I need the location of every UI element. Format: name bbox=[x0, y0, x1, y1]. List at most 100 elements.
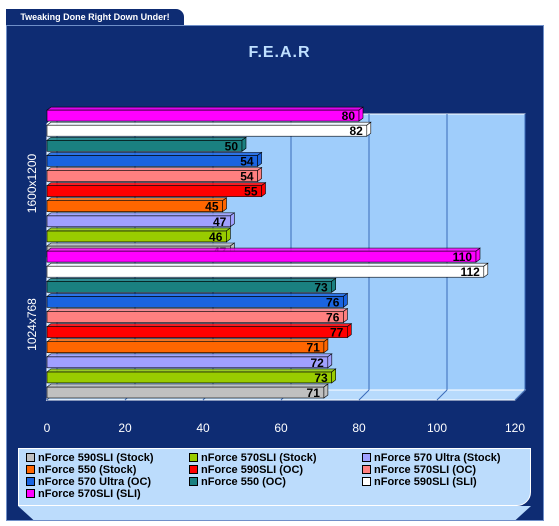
bar: 76 bbox=[46, 292, 349, 309]
bar-value-label: 80 bbox=[342, 109, 356, 123]
bar-value-label: 76 bbox=[326, 311, 340, 325]
bar-value-label: 54 bbox=[240, 154, 254, 168]
bar-face bbox=[46, 341, 325, 354]
bar-value-label: 47 bbox=[213, 215, 227, 229]
legend: nForce 590SLI (Stock) nForce 570SLI (Stoc… bbox=[18, 448, 531, 506]
bar-value-label: 73 bbox=[314, 280, 328, 294]
bar-top bbox=[46, 182, 267, 186]
legend-label: nForce 570SLI (SLI) bbox=[38, 488, 141, 500]
bar-end bbox=[230, 212, 235, 228]
bar-face bbox=[46, 280, 333, 293]
bar-end bbox=[226, 227, 231, 243]
bar: 110 bbox=[46, 247, 481, 264]
legend-item: nForce 590SLI (Stock) bbox=[26, 452, 154, 464]
x-tick-label: 40 bbox=[196, 421, 210, 435]
bar-face bbox=[46, 250, 477, 263]
legend-item: nForce 550 (OC) bbox=[189, 476, 286, 488]
bar-face bbox=[46, 155, 258, 167]
gridline bbox=[436, 389, 448, 401]
x-tick-label: 0 bbox=[44, 421, 51, 435]
bar-value-label: 112 bbox=[460, 265, 480, 279]
bar: 80 bbox=[46, 106, 364, 123]
bar: 46 bbox=[46, 227, 232, 244]
bar: 71 bbox=[46, 383, 329, 400]
legend-item: nForce 570SLI (Stock) bbox=[189, 452, 317, 464]
legend-swatch bbox=[26, 476, 35, 486]
legend-item: nForce 570SLI (OC) bbox=[362, 464, 476, 476]
legend-label: nForce 590SLI (SLI) bbox=[374, 476, 477, 488]
x-tick-label: 120 bbox=[505, 421, 525, 435]
x-tick-label: 60 bbox=[274, 421, 288, 435]
gridline bbox=[514, 389, 526, 401]
bar-top bbox=[46, 323, 353, 327]
bar-end bbox=[483, 262, 489, 278]
x-tick-label: 80 bbox=[352, 421, 366, 435]
bar-top bbox=[46, 106, 364, 111]
x-tick-labels: 0 20 40 60 80 100 120 bbox=[44, 421, 526, 435]
chart-title: F.E.A.R bbox=[248, 44, 311, 61]
bar-top bbox=[46, 137, 247, 141]
bar-value-label: 72 bbox=[310, 356, 324, 370]
legend-label: nForce 550 (OC) bbox=[201, 476, 286, 488]
bar-face bbox=[46, 185, 262, 197]
bar-end bbox=[323, 338, 329, 354]
bar-value-label: 73 bbox=[314, 371, 328, 385]
bar: 72 bbox=[46, 353, 333, 370]
bar-value-label: 46 bbox=[209, 230, 223, 244]
legend-label: nForce 550 (Stock) bbox=[38, 464, 137, 476]
x-tick-label: 100 bbox=[427, 421, 447, 435]
bar: 55 bbox=[46, 182, 267, 199]
bar-top bbox=[46, 353, 333, 358]
legend-base-decoration bbox=[18, 506, 531, 520]
bars: 4746474555545450828071737271777676731121… bbox=[46, 106, 489, 400]
bar-top bbox=[46, 227, 232, 232]
bar-face bbox=[46, 371, 333, 384]
legend-label: nForce 570 Ultra (OC) bbox=[38, 476, 152, 488]
bar-top bbox=[46, 121, 372, 126]
x-tick-label: 20 bbox=[118, 421, 132, 435]
bar: 73 bbox=[46, 277, 337, 294]
bar-value-label: 76 bbox=[326, 295, 340, 309]
bar: 50 bbox=[46, 136, 247, 153]
legend-label: nForce 570 Ultra (Stock) bbox=[374, 452, 501, 464]
legend-swatch bbox=[362, 464, 371, 474]
bar-end bbox=[257, 166, 262, 183]
bar-top bbox=[46, 197, 228, 201]
bar-value-label: 110 bbox=[453, 250, 473, 264]
legend-item: nForce 590SLI (OC) bbox=[189, 464, 303, 476]
bar-end bbox=[222, 197, 227, 213]
category-label: 1600x1200 bbox=[25, 153, 39, 213]
legend-label: nForce 590SLI (Stock) bbox=[38, 452, 154, 464]
bar: 112 bbox=[46, 262, 489, 279]
bar-end bbox=[331, 368, 337, 384]
bar-end bbox=[343, 307, 348, 324]
bar-top bbox=[46, 277, 337, 282]
legend-label: nForce 590SLI (OC) bbox=[201, 464, 304, 476]
bar-face bbox=[46, 311, 344, 323]
legend-swatch bbox=[26, 464, 35, 474]
bar: 82 bbox=[46, 121, 372, 138]
bar-value-label: 55 bbox=[244, 185, 258, 199]
bar-face bbox=[46, 356, 329, 369]
bar-end bbox=[261, 182, 266, 198]
bar-end bbox=[343, 292, 348, 308]
bar: 76 bbox=[46, 307, 349, 325]
bar-face bbox=[46, 265, 485, 278]
bar-value-label: 50 bbox=[225, 139, 239, 153]
bar-face bbox=[46, 326, 348, 338]
legend-item: nForce 570 Ultra (OC) bbox=[26, 476, 151, 488]
legend-swatch bbox=[189, 452, 198, 462]
bar-face bbox=[46, 124, 368, 137]
bar-value-label: 71 bbox=[307, 341, 321, 355]
bar-face bbox=[46, 230, 227, 243]
legend-item: nForce 570SLI (SLI) bbox=[26, 488, 141, 500]
bar: 47 bbox=[46, 212, 236, 229]
bar-top bbox=[46, 242, 236, 247]
legend-swatch bbox=[189, 476, 198, 486]
bar-end bbox=[358, 106, 364, 122]
bar-end bbox=[346, 323, 352, 339]
bar-top bbox=[46, 368, 337, 373]
category-labels: 1600x1200 1024x768 bbox=[25, 153, 39, 350]
